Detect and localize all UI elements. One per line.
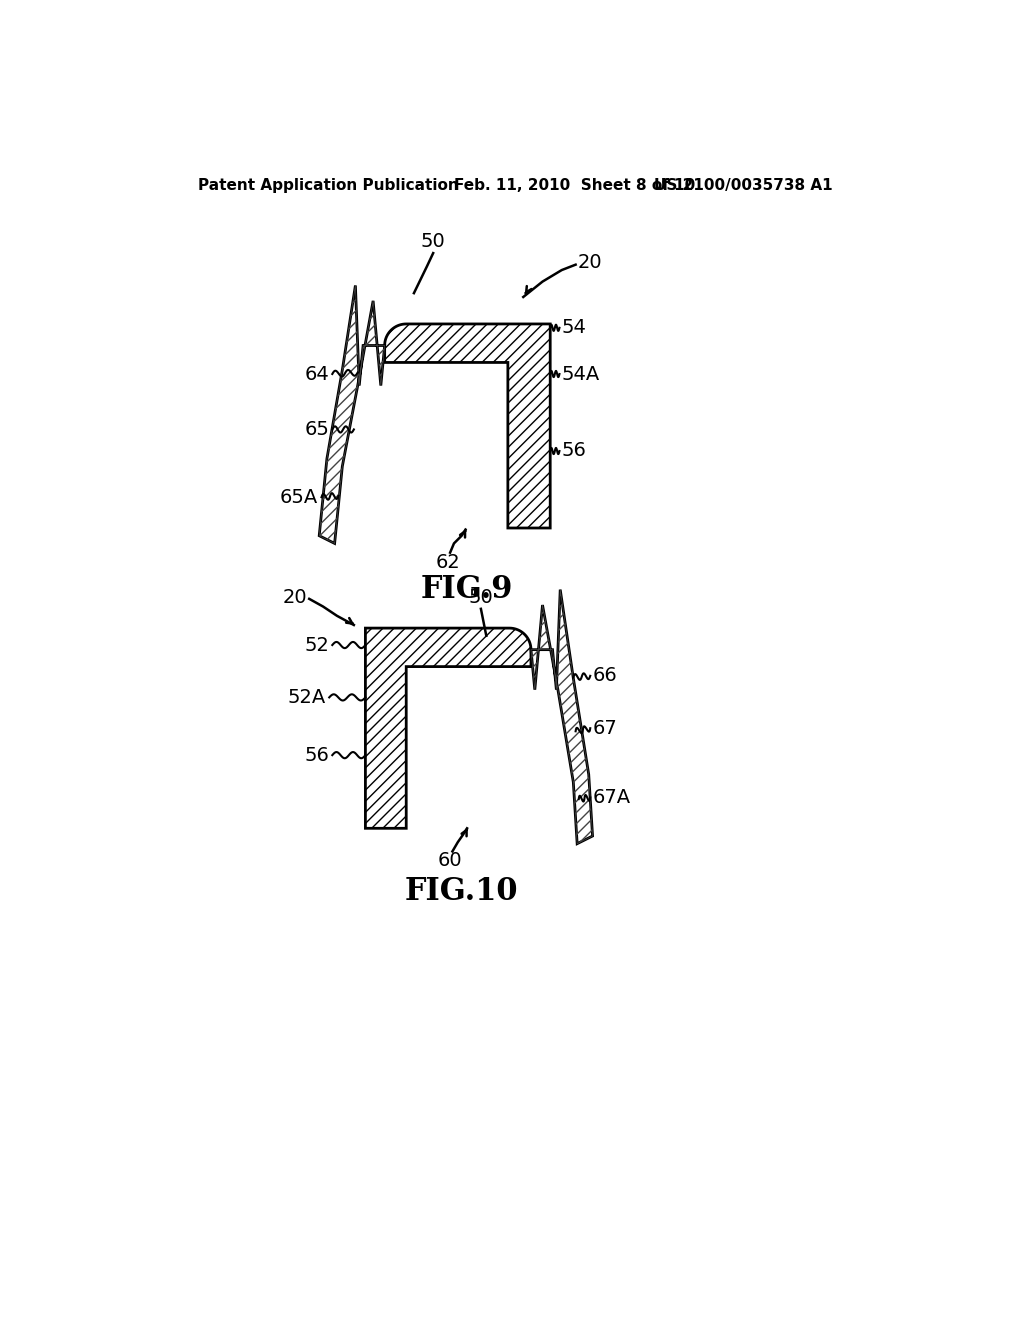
Text: 50: 50 bbox=[469, 587, 494, 607]
Text: 52: 52 bbox=[304, 635, 330, 655]
Text: FIG.10: FIG.10 bbox=[404, 876, 518, 907]
Text: 62: 62 bbox=[435, 553, 460, 572]
Text: 66: 66 bbox=[593, 667, 617, 685]
Text: 65A: 65A bbox=[280, 487, 317, 507]
Polygon shape bbox=[319, 285, 385, 544]
Text: 60: 60 bbox=[438, 851, 463, 870]
Text: 64: 64 bbox=[304, 364, 330, 384]
Text: Feb. 11, 2010  Sheet 8 of 10: Feb. 11, 2010 Sheet 8 of 10 bbox=[454, 178, 695, 193]
Text: FIG.9: FIG.9 bbox=[421, 574, 513, 605]
Text: 20: 20 bbox=[283, 587, 307, 607]
Polygon shape bbox=[531, 590, 593, 843]
Text: 54: 54 bbox=[562, 318, 587, 338]
Text: 54A: 54A bbox=[562, 364, 600, 384]
Text: US 2100/0035738 A1: US 2100/0035738 A1 bbox=[654, 178, 833, 193]
Text: 56: 56 bbox=[562, 441, 587, 461]
Text: 56: 56 bbox=[304, 746, 330, 764]
Text: 67: 67 bbox=[593, 718, 617, 738]
Text: 50: 50 bbox=[421, 232, 445, 251]
Text: 52A: 52A bbox=[287, 688, 326, 708]
Text: Patent Application Publication: Patent Application Publication bbox=[199, 178, 459, 193]
Text: 67A: 67A bbox=[593, 788, 631, 807]
Polygon shape bbox=[366, 628, 531, 829]
Text: 20: 20 bbox=[578, 253, 602, 272]
Polygon shape bbox=[385, 323, 550, 528]
Text: 65: 65 bbox=[304, 420, 330, 440]
